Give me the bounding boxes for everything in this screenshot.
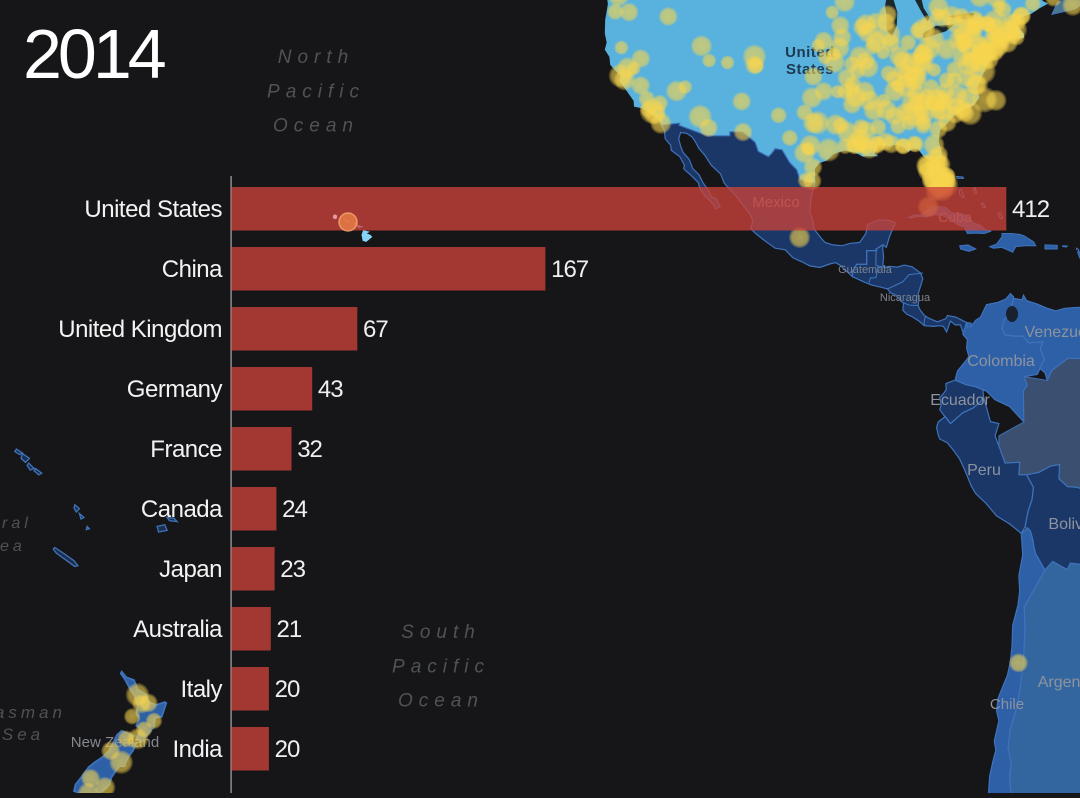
svg-text:China: China [162, 256, 223, 283]
svg-text:Italy: Italy [180, 676, 222, 703]
svg-text:20: 20 [275, 676, 300, 703]
svg-text:South: South [401, 622, 481, 643]
svg-text:ea: ea [0, 538, 26, 555]
svg-text:ral: ral [2, 515, 32, 532]
svg-text:Canada: Canada [141, 496, 223, 523]
svg-text:23: 23 [280, 556, 305, 583]
svg-text:Ocean: Ocean [273, 116, 359, 137]
svg-text:Ecuador: Ecuador [930, 392, 990, 409]
svg-text:Nicaragua: Nicaragua [880, 292, 931, 304]
svg-text:21: 21 [277, 616, 302, 643]
svg-text:2014: 2014 [23, 15, 165, 93]
svg-text:32: 32 [297, 436, 322, 463]
svg-text:Guatemala: Guatemala [838, 264, 893, 276]
svg-text:United States: United States [84, 196, 222, 223]
svg-text:France: France [150, 436, 222, 463]
svg-text:Peru: Peru [967, 462, 1001, 479]
svg-text:43: 43 [318, 376, 343, 403]
svg-text:Chile: Chile [990, 696, 1024, 713]
svg-text:Pacific: Pacific [267, 81, 365, 102]
svg-text:Bolivia: Bolivia [1048, 516, 1080, 533]
svg-text:Pacific: Pacific [392, 656, 490, 677]
svg-text:Australia: Australia [133, 616, 223, 643]
svg-text:20: 20 [275, 736, 300, 763]
svg-text:Tasman: Tasman [0, 703, 66, 722]
svg-text:24: 24 [282, 496, 307, 523]
svg-text:412: 412 [1012, 196, 1050, 223]
svg-text:Venezuela: Venezuela [1025, 324, 1080, 341]
svg-text:United Kingdom: United Kingdom [58, 316, 222, 343]
svg-text:167: 167 [551, 256, 589, 283]
svg-text:India: India [172, 736, 223, 763]
svg-text:Sea: Sea [2, 725, 44, 744]
svg-text:Ocean: Ocean [398, 691, 484, 712]
svg-text:67: 67 [363, 316, 388, 343]
svg-text:Germany: Germany [127, 376, 223, 403]
svg-text:Japan: Japan [159, 556, 222, 583]
svg-text:North: North [278, 47, 354, 68]
svg-text:Argentina: Argentina [1038, 674, 1080, 691]
svg-text:Colombia: Colombia [967, 353, 1035, 370]
